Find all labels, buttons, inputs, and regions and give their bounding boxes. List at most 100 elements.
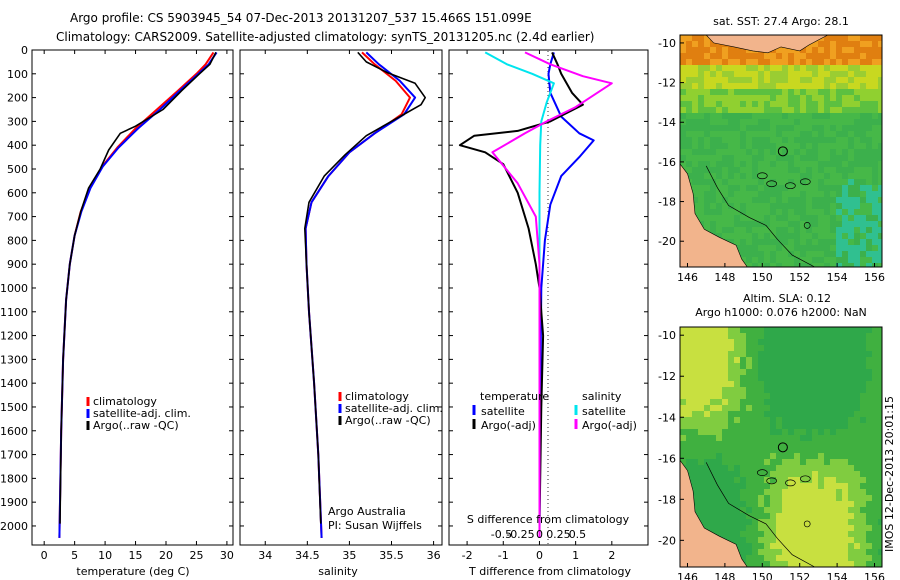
- map-cell: [758, 155, 764, 161]
- map-cell: [800, 101, 806, 107]
- map-cell: [722, 429, 728, 435]
- map-cell: [710, 77, 716, 83]
- map-cell: [740, 339, 746, 345]
- map-cell: [854, 197, 860, 203]
- map-cell: [878, 393, 882, 399]
- map-cell: [698, 131, 704, 137]
- map-cell: [770, 191, 776, 197]
- map-cell: [782, 507, 788, 513]
- map-cell: [770, 453, 776, 459]
- map-cell: [818, 101, 824, 107]
- map-cell: [866, 387, 872, 393]
- map-cell: [824, 489, 830, 495]
- map-cell: [770, 89, 776, 95]
- map-cell: [692, 429, 698, 435]
- map-cell: [836, 327, 842, 333]
- map-cell: [764, 155, 770, 161]
- map-cell: [698, 363, 704, 369]
- map-cell: [734, 525, 740, 531]
- map-cell: [704, 59, 710, 65]
- map-cell: [716, 375, 722, 381]
- map-cell: [704, 477, 710, 483]
- map-cell: [686, 143, 692, 149]
- map-cell: [848, 41, 854, 47]
- map-cell: [776, 257, 782, 263]
- map-cell: [836, 543, 842, 549]
- map-cell: [764, 459, 770, 465]
- map-cell: [872, 495, 878, 501]
- map-cell: [866, 161, 872, 167]
- map-cell: [758, 137, 764, 143]
- map-cell: [758, 179, 764, 185]
- map-cell: [860, 167, 866, 173]
- map-cell: [794, 149, 800, 155]
- map-cell: [710, 333, 716, 339]
- map-cell: [806, 405, 812, 411]
- map-cell: [830, 89, 836, 95]
- map-cell: [848, 531, 854, 537]
- map-cell: [728, 89, 734, 95]
- map-cell: [818, 41, 824, 47]
- map-cell: [806, 531, 812, 537]
- map-cell: [710, 459, 716, 465]
- map-cell: [740, 107, 746, 113]
- map-cell: [818, 179, 824, 185]
- map-cell: [758, 543, 764, 549]
- map-cell: [812, 549, 818, 555]
- map-cell: [722, 483, 728, 489]
- map-cell: [680, 447, 686, 453]
- map-cell: [752, 441, 758, 447]
- map-cell: [692, 89, 698, 95]
- map-cell: [788, 375, 794, 381]
- map-cell: [836, 65, 842, 71]
- map-cell: [776, 555, 782, 561]
- map-cell: [692, 483, 698, 489]
- map-cell: [872, 489, 878, 495]
- map-cell: [692, 53, 698, 59]
- map-cell: [770, 561, 776, 567]
- map-cell: [818, 447, 824, 453]
- map-cell: [776, 459, 782, 465]
- map-cell: [788, 83, 794, 89]
- map-cell: [842, 471, 848, 477]
- map-cell: [758, 441, 764, 447]
- map-cell: [698, 429, 704, 435]
- map-cell: [842, 215, 848, 221]
- map-cell: [770, 119, 776, 125]
- map-cell: [788, 65, 794, 71]
- map-cell: [758, 215, 764, 221]
- map-cell: [716, 221, 722, 227]
- map-cell: [692, 101, 698, 107]
- map-cell: [716, 137, 722, 143]
- map-cell: [842, 393, 848, 399]
- map-cell: [740, 489, 746, 495]
- map-cell: [800, 423, 806, 429]
- series-line-s-satellite: [484, 51, 555, 538]
- map-cell: [698, 435, 704, 441]
- map-cell: [878, 101, 882, 107]
- map-cell: [758, 185, 764, 191]
- reef-outline: [803, 520, 811, 528]
- map-cell: [800, 209, 806, 215]
- map-cell: [836, 185, 842, 191]
- map-cell: [746, 215, 752, 221]
- map-cell: [848, 137, 854, 143]
- map-cell: [866, 83, 872, 89]
- map-cell: [824, 71, 830, 77]
- map-cell: [698, 327, 704, 333]
- depth-tick-label: 2000: [0, 520, 28, 533]
- map-cell: [788, 209, 794, 215]
- map-cell: [746, 191, 752, 197]
- map-cell: [692, 203, 698, 209]
- map-cell: [794, 221, 800, 227]
- map-cell: [692, 453, 698, 459]
- map-cell: [758, 345, 764, 351]
- map-cell: [836, 561, 842, 567]
- sla-map-image: [680, 327, 882, 567]
- map-cell: [878, 227, 882, 233]
- map-cell: [680, 363, 686, 369]
- map-cell: [812, 519, 818, 525]
- map-cell: [812, 453, 818, 459]
- map-cell: [866, 233, 872, 239]
- map-cell: [824, 471, 830, 477]
